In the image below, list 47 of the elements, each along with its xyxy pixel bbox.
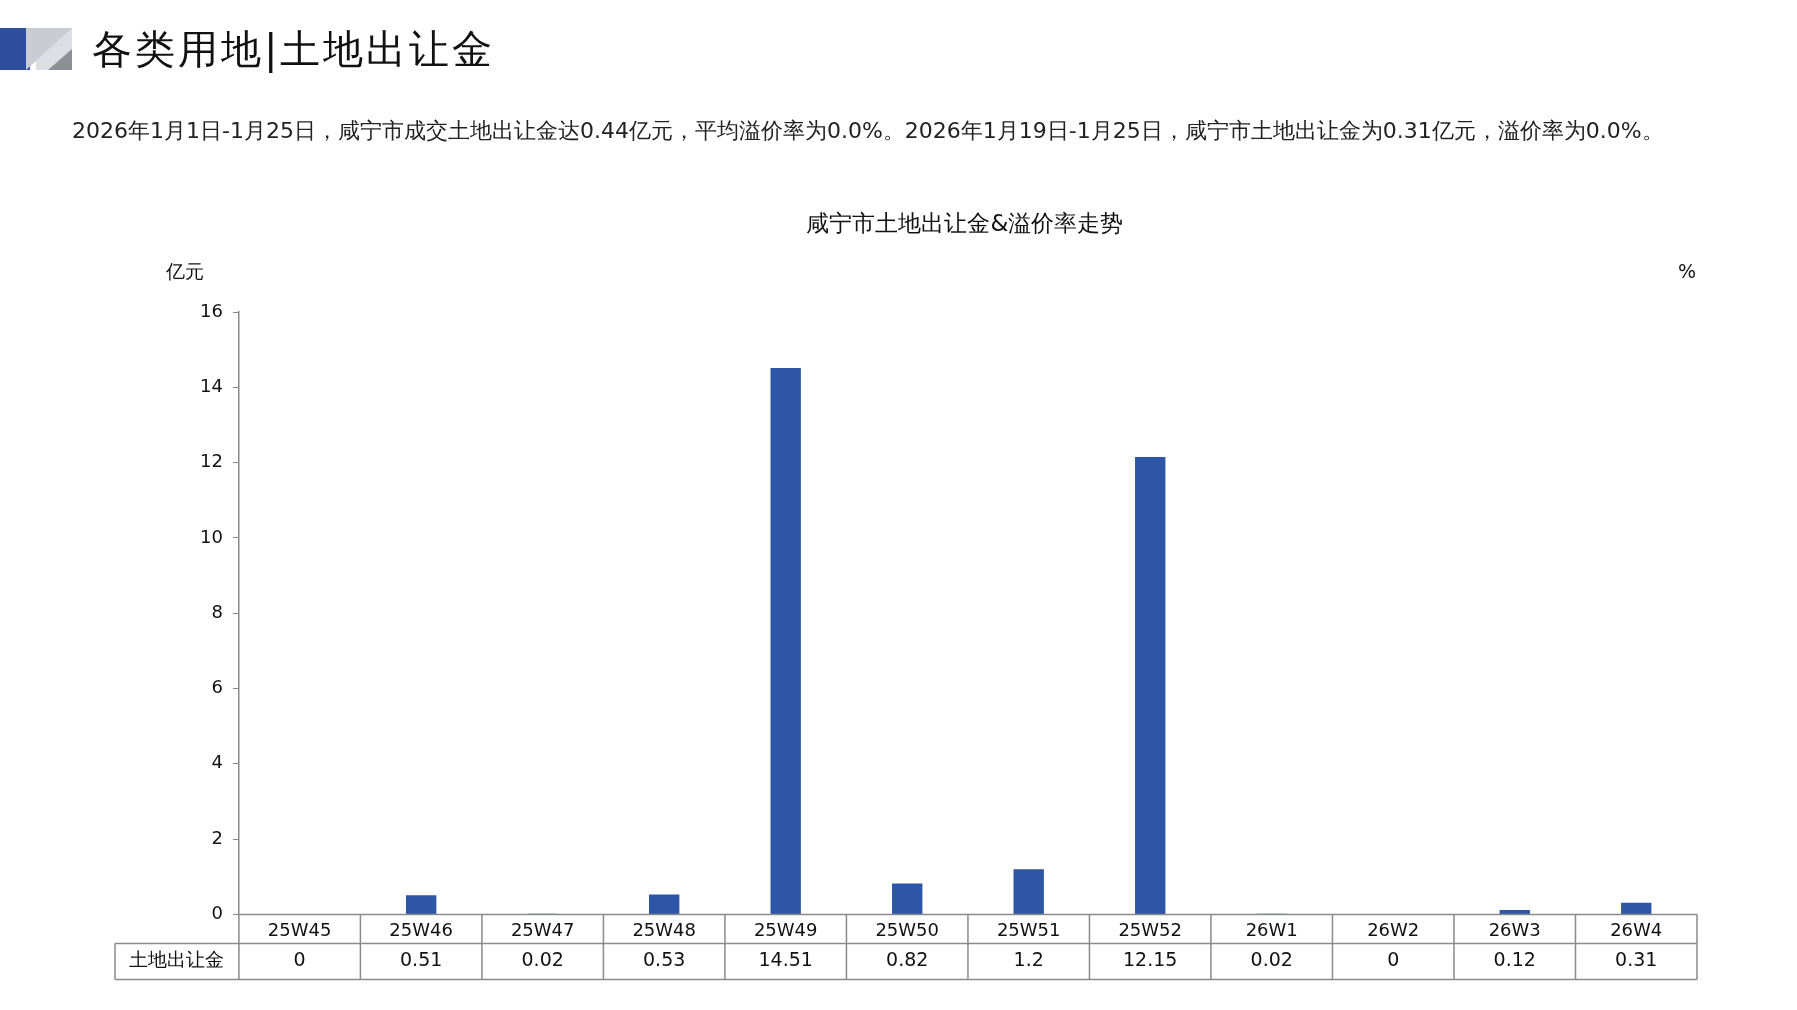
- data-label: 0.31: [1615, 948, 1658, 971]
- x-tick-label: 25W49: [753, 918, 818, 940]
- x-tick-label: 26W2: [1367, 918, 1420, 940]
- bar: [892, 883, 923, 914]
- y-tick-label: 16: [200, 299, 223, 321]
- bar: [770, 368, 801, 914]
- x-tick-label: 25W45: [267, 918, 332, 940]
- x-tick-label: 25W46: [389, 918, 453, 940]
- y-tick-label: 4: [211, 751, 223, 773]
- y2-axis-title: %: [1677, 259, 1697, 282]
- data-label: 14.51: [758, 948, 813, 971]
- data-label: 1.2: [1013, 948, 1044, 971]
- bar: [1135, 456, 1166, 914]
- bar: [1621, 902, 1652, 914]
- chart-title: 咸宁市土地出让金&溢价率走势: [806, 209, 1124, 236]
- data-label: 0.51: [400, 948, 443, 971]
- x-tick-label: 25W51: [996, 918, 1061, 940]
- x-tick-label: 25W47: [510, 918, 575, 940]
- data-label: 0.02: [521, 948, 564, 971]
- y-tick-label: 10: [200, 525, 223, 547]
- data-label: 0.53: [643, 948, 686, 971]
- bar: [1013, 869, 1044, 914]
- data-label: 0.12: [1493, 948, 1536, 971]
- bar: [648, 894, 680, 914]
- y-tick-label: 6: [211, 676, 223, 698]
- chart-subtitle: 2026年1月1日-1月25日，咸宁市成交土地出让金达0.44亿元，平均溢价率为0.0%。2026年1月19日-1月25日，咸宁市土地出让金为0.31亿元，溢价率为0.0%。: [72, 117, 1665, 145]
- bar: [1499, 909, 1530, 914]
- text: 各类用地|土地出让金: [92, 25, 496, 75]
- data-label: 0: [1387, 948, 1400, 971]
- y-tick-label: 12: [200, 450, 223, 472]
- y-axis-title: 亿元: [164, 259, 204, 282]
- data-label: 0: [293, 948, 306, 971]
- x-tick-label: 26W4: [1610, 918, 1663, 940]
- data-label: 0.02: [1250, 948, 1293, 971]
- y-tick-label: 0: [211, 902, 223, 924]
- x-tick-label: 26W1: [1245, 918, 1298, 940]
- x-tick-label: 25W48: [632, 918, 696, 940]
- x-tick-label: 25W50: [875, 918, 939, 940]
- y-tick-label: 8: [211, 600, 223, 622]
- x-tick-label: 25W52: [1118, 918, 1183, 940]
- x-tick-label: 26W3: [1488, 918, 1541, 940]
- data-label: 12.15: [1123, 948, 1178, 971]
- text: 土地出让金: [129, 948, 225, 971]
- y-tick-label: 14: [200, 374, 223, 396]
- y-tick-label: 2: [211, 826, 223, 848]
- data-label: 0.82: [886, 948, 929, 971]
- bar: [405, 895, 437, 914]
